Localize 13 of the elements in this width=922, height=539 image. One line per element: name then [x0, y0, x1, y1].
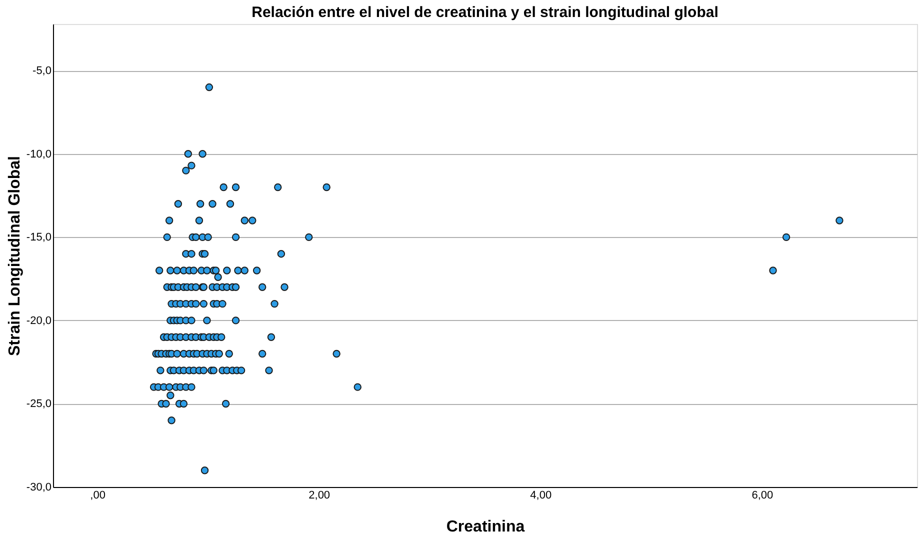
chart-title: Relación entre el nivel de creatinina y el strain longitudinal global — [252, 4, 718, 21]
x-tick-label: ,00 — [90, 490, 106, 502]
x-axis-title: Creatinina — [446, 518, 525, 536]
y-axis-title: Strain Longitudinal Global — [6, 156, 24, 356]
y-tick-label: -25,0 — [26, 398, 52, 410]
y-tick-label: -15,0 — [26, 232, 52, 244]
y-tick-label: -5,0 — [32, 65, 52, 78]
x-tick-label: 6,00 — [752, 490, 774, 502]
x-tick-label: 2,00 — [308, 490, 330, 502]
y-tick-label: -10,0 — [26, 148, 52, 160]
y-tick-label: -30,0 — [26, 482, 52, 494]
x-tick-label: 4,00 — [530, 490, 552, 502]
y-tick-label: -20,0 — [26, 314, 52, 327]
